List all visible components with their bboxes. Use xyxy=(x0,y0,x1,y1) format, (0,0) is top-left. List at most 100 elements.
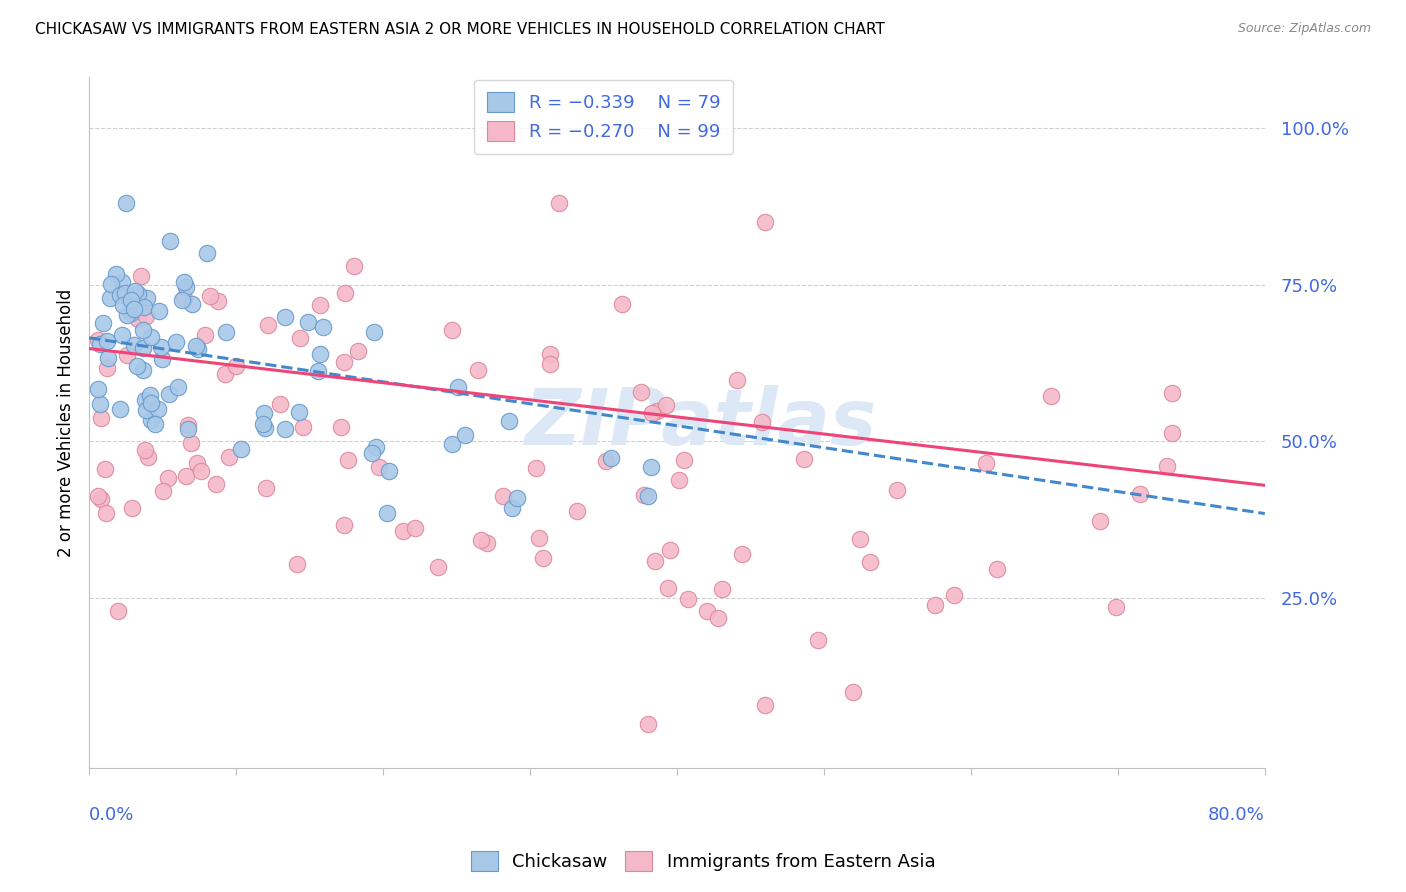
Point xyxy=(706,611,728,625)
Point xyxy=(378,464,401,478)
Legend: R = −0.339    N = 79, R = −0.270    N = 99: R = −0.339 N = 79, R = −0.270 N = 99 xyxy=(474,79,733,153)
Point xyxy=(329,420,352,434)
Point xyxy=(93,462,115,476)
Point xyxy=(368,460,391,475)
Point xyxy=(655,398,678,412)
Point xyxy=(173,291,195,305)
Point xyxy=(447,380,470,394)
Point xyxy=(751,416,773,430)
Point xyxy=(141,413,163,427)
Point xyxy=(89,397,111,411)
Point xyxy=(98,291,121,305)
Point xyxy=(441,437,464,451)
Point xyxy=(501,500,523,515)
Point xyxy=(364,440,387,454)
Point xyxy=(105,268,128,282)
Point xyxy=(375,507,398,521)
Point xyxy=(257,318,280,332)
Point xyxy=(630,385,652,400)
Point xyxy=(1105,600,1128,615)
Point xyxy=(117,308,139,322)
Point xyxy=(288,331,311,345)
Point xyxy=(97,351,120,366)
Point xyxy=(696,604,718,618)
Point xyxy=(849,532,872,546)
Point xyxy=(112,288,135,302)
Point xyxy=(942,588,965,602)
Point xyxy=(491,489,513,503)
Point xyxy=(343,259,366,273)
Point xyxy=(312,319,335,334)
Point xyxy=(360,446,382,460)
Point xyxy=(467,363,489,377)
Point xyxy=(288,404,311,418)
Point xyxy=(134,392,156,407)
Point xyxy=(924,598,946,612)
Point xyxy=(174,280,197,294)
Point xyxy=(229,442,252,456)
Text: 80.0%: 80.0% xyxy=(1208,805,1265,823)
Text: Source: ZipAtlas.com: Source: ZipAtlas.com xyxy=(1237,22,1371,36)
Point xyxy=(194,328,217,343)
Point xyxy=(498,413,520,427)
Point xyxy=(986,562,1008,576)
Point xyxy=(974,456,997,470)
Point xyxy=(135,291,157,305)
Y-axis label: 2 or more Vehicles in Household: 2 or more Vehicles in Household xyxy=(58,288,75,557)
Point xyxy=(96,334,118,349)
Point xyxy=(157,387,180,401)
Point xyxy=(107,604,129,618)
Point xyxy=(1039,389,1062,403)
Point xyxy=(392,524,415,538)
Point xyxy=(1129,486,1152,500)
Point xyxy=(1156,458,1178,473)
Point xyxy=(94,506,117,520)
Point xyxy=(129,269,152,284)
Point xyxy=(135,402,157,417)
Point xyxy=(138,388,160,402)
Point xyxy=(114,196,136,211)
Point xyxy=(676,592,699,607)
Point xyxy=(214,367,236,381)
Point xyxy=(111,327,134,342)
Point xyxy=(127,312,149,326)
Point xyxy=(110,402,132,417)
Point xyxy=(186,338,208,352)
Legend: Chickasaw, Immigrants from Eastern Asia: Chickasaw, Immigrants from Eastern Asia xyxy=(464,844,942,879)
Point xyxy=(114,285,136,300)
Point xyxy=(96,361,118,376)
Point xyxy=(274,310,297,324)
Point xyxy=(207,294,229,309)
Point xyxy=(633,488,655,502)
Point xyxy=(336,453,359,467)
Point xyxy=(149,340,172,354)
Point xyxy=(475,535,498,549)
Point xyxy=(524,461,547,475)
Point xyxy=(644,554,666,568)
Point xyxy=(120,293,142,308)
Point xyxy=(531,551,554,566)
Point xyxy=(225,359,247,373)
Point xyxy=(177,422,200,436)
Point xyxy=(252,417,274,432)
Point xyxy=(173,275,195,289)
Point xyxy=(309,298,332,312)
Point xyxy=(111,275,134,289)
Point xyxy=(124,301,146,316)
Point xyxy=(842,685,865,699)
Point xyxy=(90,491,112,506)
Point xyxy=(527,532,550,546)
Point xyxy=(90,411,112,425)
Point xyxy=(672,452,695,467)
Point xyxy=(86,489,108,503)
Point xyxy=(108,288,131,302)
Point xyxy=(640,459,662,474)
Point xyxy=(347,343,370,358)
Point xyxy=(166,380,188,394)
Point xyxy=(165,335,187,350)
Point xyxy=(470,533,492,547)
Point xyxy=(134,300,156,314)
Point xyxy=(427,559,450,574)
Point xyxy=(91,317,114,331)
Point xyxy=(124,285,146,299)
